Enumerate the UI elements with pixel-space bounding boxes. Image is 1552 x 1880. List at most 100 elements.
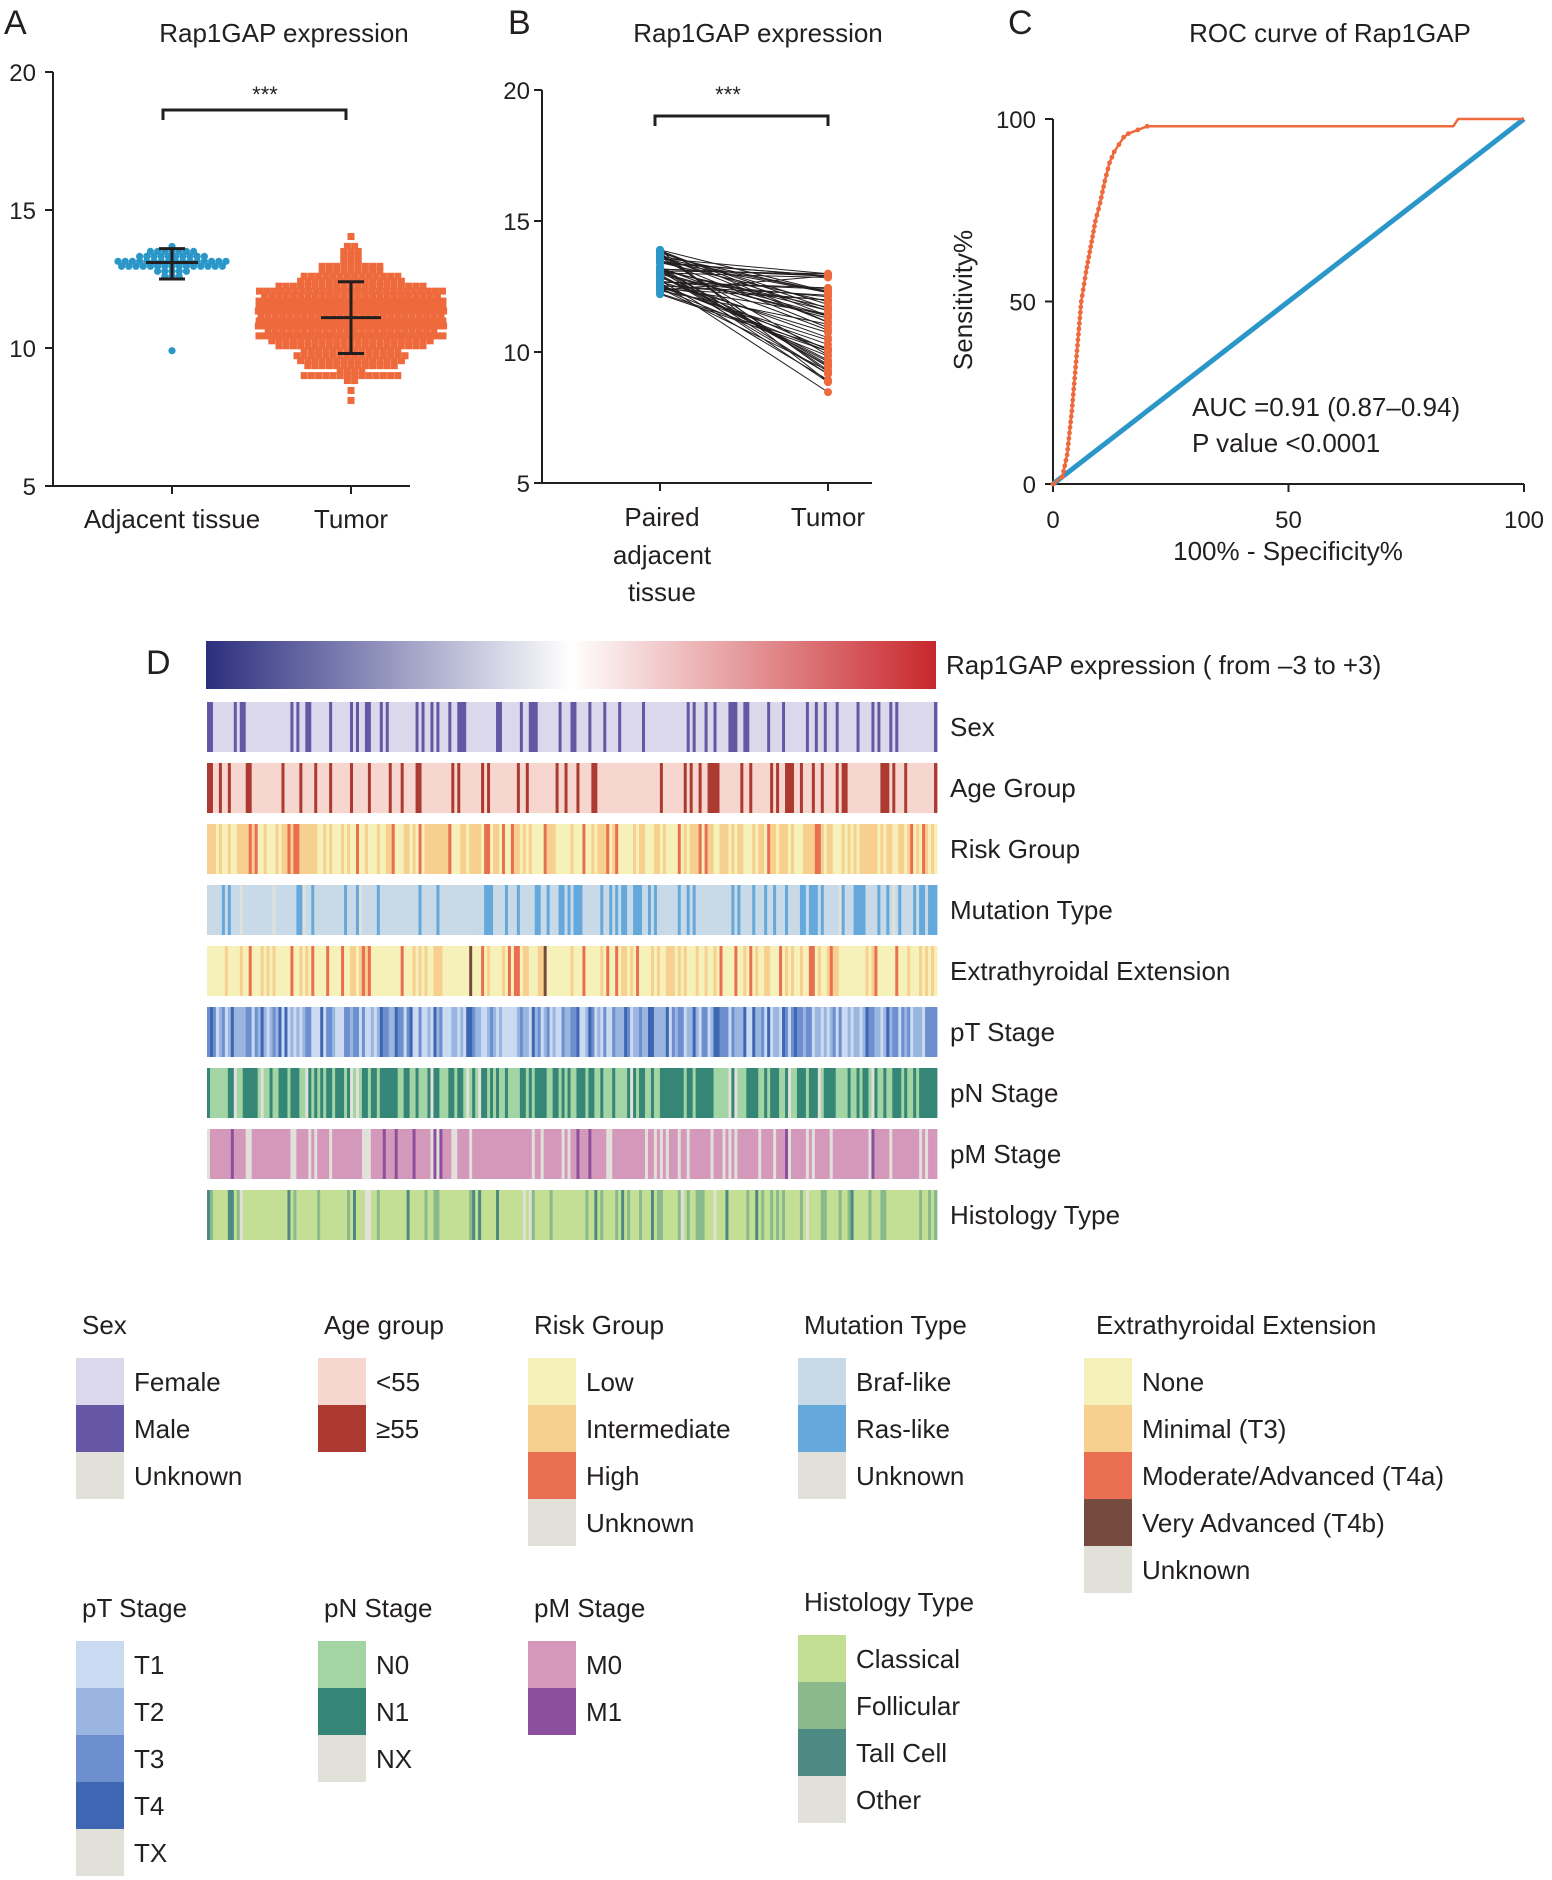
track-cell: [493, 1129, 497, 1179]
track-cell: [406, 824, 411, 874]
panel-c-roc-marker: [1103, 172, 1109, 178]
track-cell: [767, 763, 771, 813]
track-cell: [653, 885, 658, 935]
track-cell: [594, 1068, 598, 1118]
track-cell: [633, 824, 637, 874]
track-cell: [406, 1190, 411, 1240]
panel-a-data-point: [357, 317, 364, 325]
track-cell: [731, 885, 735, 935]
track-cell: [808, 763, 813, 813]
track-cell: [782, 1007, 786, 1057]
panel-a-data-point: [218, 262, 226, 270]
track-cell: [385, 1129, 390, 1179]
track-cell: [814, 763, 819, 813]
track-cell: [233, 1129, 238, 1179]
panel-a-data-point: [368, 322, 376, 330]
track-cell: [698, 824, 703, 874]
track-cell: [373, 702, 378, 752]
track-cell: [284, 763, 288, 813]
track-cell: [603, 946, 607, 996]
track-cell: [573, 1007, 577, 1057]
track-cell: [689, 763, 694, 813]
track-cell: [746, 1007, 750, 1057]
panel-a-data-point: [282, 337, 290, 345]
track-cell: [621, 885, 625, 935]
track-cell: [510, 1068, 515, 1118]
track-cell: [853, 702, 857, 752]
panel-a-data-point: [361, 262, 369, 270]
track-cell: [680, 885, 685, 935]
track-cell: [907, 1007, 911, 1057]
track-cell: [609, 1007, 613, 1057]
track-cell: [916, 1129, 920, 1179]
panel-a-data-point: [387, 322, 395, 330]
track-cell: [317, 824, 321, 874]
panel-a-data-point: [335, 322, 343, 330]
track-cell: [814, 1068, 819, 1118]
track-cell: [355, 1190, 360, 1240]
track-cell: [734, 1129, 738, 1179]
panel-a-data-point: [271, 327, 279, 335]
panel-a-data-point: [365, 347, 373, 355]
track-cell: [653, 1129, 658, 1179]
track-cell: [332, 885, 336, 935]
panel-a-data-point: [329, 327, 337, 335]
panel-c-roc-marker: [1070, 392, 1076, 397]
panel-a-data-point: [315, 312, 323, 320]
track-cell: [689, 1007, 694, 1057]
track-cell: [493, 702, 497, 752]
panel-a-data-point: [297, 307, 305, 315]
track-cell: [686, 763, 691, 813]
track-cell: [898, 1068, 902, 1118]
track-cell: [588, 702, 592, 752]
track-cell: [507, 1190, 512, 1240]
track-cell: [627, 946, 631, 996]
track-cell: [242, 824, 247, 874]
track-cell: [311, 885, 315, 935]
track-cell: [391, 824, 396, 874]
track-cell: [847, 885, 851, 935]
track-cell: [323, 1007, 327, 1057]
track-cell: [642, 763, 646, 813]
track-cell: [546, 946, 551, 996]
track-cell: [400, 1129, 405, 1179]
track-cell: [504, 1007, 509, 1057]
track-cell: [418, 885, 422, 935]
track-cell: [376, 702, 381, 752]
track-cell: [826, 763, 831, 813]
track-cell: [868, 824, 872, 874]
legend-title: pM Stage: [534, 1593, 645, 1623]
track-cell: [877, 885, 881, 935]
track-cell: [722, 1129, 726, 1179]
track-cell: [496, 702, 500, 752]
track-cell: [463, 1068, 467, 1118]
track-cell: [347, 946, 351, 996]
track-cell: [227, 824, 232, 874]
track-cell: [561, 946, 565, 996]
panel-a-data-point: [361, 282, 369, 290]
track-cell: [409, 885, 413, 935]
track-cell: [290, 824, 294, 874]
track-cell: [248, 885, 253, 935]
track-cell: [600, 1007, 604, 1057]
track-cell: [379, 763, 384, 813]
panel-b-data-point: [656, 247, 664, 256]
track-cell: [257, 763, 262, 813]
track-cell: [296, 702, 300, 752]
track-cell: [335, 824, 339, 874]
track-cell: [457, 702, 461, 752]
track-cell: [779, 702, 783, 752]
track-cell: [636, 1068, 640, 1118]
track-cell: [785, 1129, 789, 1179]
track-cell: [901, 885, 905, 935]
panel-a-data-point: [322, 327, 330, 335]
track-cell: [847, 824, 851, 874]
track-cell: [731, 1190, 735, 1240]
legend-label: Classical: [856, 1644, 960, 1674]
track-cell: [329, 1007, 333, 1057]
panel-a-data-point: [427, 302, 435, 310]
track-cell: [722, 702, 726, 752]
track-cell: [424, 1190, 428, 1240]
track-cell: [582, 824, 586, 874]
panel-a-data-point: [351, 372, 359, 380]
